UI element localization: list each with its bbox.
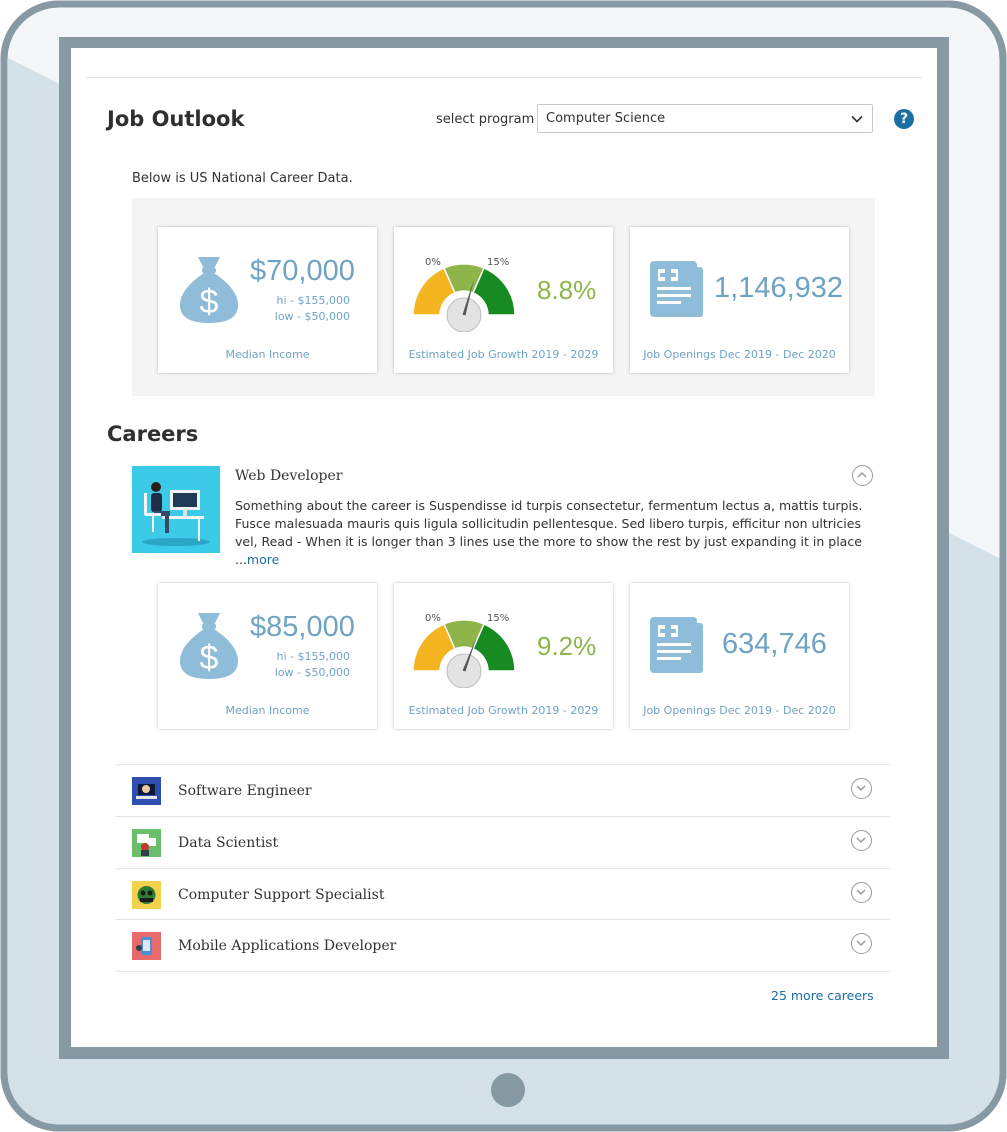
gauge-low-label: 0%: [425, 613, 441, 624]
list-divider: [116, 764, 890, 765]
program-select-value: Computer Science: [546, 111, 666, 126]
featured-career-name: Web Developer: [235, 468, 343, 484]
svg-text:$: $: [200, 639, 219, 677]
money-bag-icon: $: [180, 257, 238, 323]
gauge-high-label: 15%: [487, 613, 510, 624]
job-outlook-title: Job Outlook: [107, 107, 245, 131]
median-income-low: low - $50,000: [274, 310, 350, 323]
job-growth-caption: Estimated Job Growth 2019 - 2029: [408, 348, 599, 361]
expand-button[interactable]: [851, 830, 872, 851]
chevron-down-icon: [856, 785, 866, 792]
career-job-growth-caption: Estimated Job Growth 2019 - 2029: [408, 704, 599, 717]
featured-career-description: Something about the career is Suspendiss…: [235, 497, 875, 569]
career-description-text: Something about the career is Suspendiss…: [235, 498, 863, 567]
mobile-developer-thumb: [132, 932, 161, 960]
job-openings-caption: Job Openings Dec 2019 - Dec 2020: [643, 348, 836, 361]
svg-text:$: $: [200, 283, 219, 321]
more-careers-link[interactable]: 25 more careers: [771, 988, 874, 1003]
select-program-label: select program: [436, 112, 535, 127]
data-scientist-thumb: [132, 829, 161, 857]
median-income-card: $ $70,000 hi - $155,000 low - $50,000 Me…: [158, 227, 377, 373]
collapse-button[interactable]: [852, 465, 873, 486]
gauge-low-label: 0%: [425, 257, 441, 268]
career-row-label: Data Scientist: [178, 835, 279, 851]
software-engineer-thumb: [132, 777, 161, 805]
career-median-income-value: $85,000: [250, 611, 355, 643]
gauge-high-label: 15%: [487, 257, 510, 268]
career-job-openings-card: 634,746 Job Openings Dec 2019 - Dec 2020: [630, 583, 849, 729]
job-growth-card: 0% 15% 8.8% Estimated Job Growth 2019 - …: [394, 227, 613, 373]
career-row-mobile-applications-developer[interactable]: Mobile Applications Developer: [116, 920, 890, 972]
chevron-down-icon: [856, 940, 866, 947]
median-income-caption: Median Income: [225, 348, 310, 361]
more-link[interactable]: more: [246, 552, 280, 567]
careers-title: Careers: [107, 422, 199, 446]
career-row-computer-support-specialist[interactable]: Computer Support Specialist: [116, 869, 890, 921]
help-icon[interactable]: ?: [894, 109, 914, 129]
chevron-down-icon: [851, 115, 863, 123]
support-specialist-thumb: [132, 881, 161, 909]
intro-text: Below is US National Career Data.: [132, 171, 353, 186]
career-median-income-card: $ $85,000 hi - $155,000 low - $50,000 Me…: [158, 583, 377, 729]
home-button: [491, 1073, 525, 1107]
job-growth-gauge: [412, 263, 516, 332]
expand-button[interactable]: [851, 882, 872, 903]
median-income-value: $70,000: [250, 255, 355, 287]
money-bag-icon: $: [180, 613, 238, 679]
document-icon: [650, 617, 703, 673]
career-job-growth-value: 9.2%: [537, 631, 597, 661]
expand-button[interactable]: [851, 778, 872, 799]
document-icon: [650, 261, 703, 317]
list-divider: [116, 816, 890, 817]
career-job-growth-card: 0% 15% 9.2% Estimated Job Growth 2019 - …: [394, 583, 613, 729]
career-job-openings-caption: Job Openings Dec 2019 - Dec 2020: [643, 704, 836, 717]
job-openings-value: 1,146,932: [714, 272, 844, 304]
chevron-up-icon: [857, 471, 867, 478]
program-select[interactable]: Computer Science: [537, 104, 873, 133]
career-row-data-scientist[interactable]: Data Scientist: [116, 817, 890, 869]
list-divider: [116, 971, 890, 972]
list-divider: [116, 868, 890, 869]
career-row-software-engineer[interactable]: Software Engineer: [116, 765, 890, 817]
career-job-growth-gauge: [412, 619, 516, 688]
job-openings-card: 1,146,932 Job Openings Dec 2019 - Dec 20…: [630, 227, 849, 373]
career-job-openings-value: 634,746: [722, 628, 827, 660]
chevron-down-icon: [856, 889, 866, 896]
career-row-label: Software Engineer: [178, 783, 312, 799]
career-median-income-caption: Median Income: [225, 704, 310, 717]
expand-button[interactable]: [851, 933, 872, 954]
top-divider: [86, 77, 922, 78]
developer-illustration: [142, 482, 210, 546]
chevron-down-icon: [856, 837, 866, 844]
career-median-income-low: low - $50,000: [274, 666, 350, 679]
list-divider: [116, 919, 890, 920]
job-growth-value: 8.8%: [537, 275, 597, 305]
median-income-hi: hi - $155,000: [276, 294, 350, 307]
app-screen: Job Outlook select program Computer Scie…: [71, 48, 937, 1047]
career-row-label: Computer Support Specialist: [178, 887, 385, 903]
career-row-label: Mobile Applications Developer: [178, 938, 397, 954]
web-developer-image: [132, 466, 220, 553]
career-median-income-hi: hi - $155,000: [276, 650, 350, 663]
